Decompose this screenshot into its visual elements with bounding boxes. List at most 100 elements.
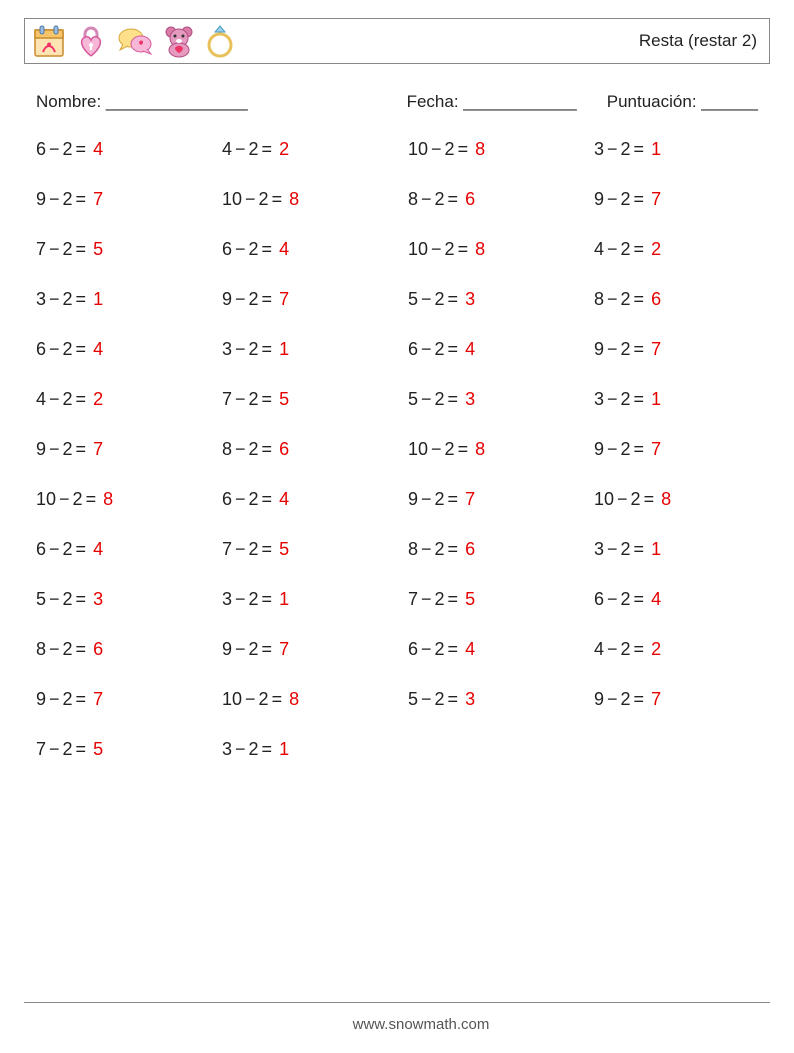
problem-cell: 9 − 2 = 7 (36, 674, 212, 724)
answer: 8 (471, 439, 485, 460)
problem-cell: 3 − 2 = 1 (594, 124, 770, 174)
operand-a: 7 (222, 389, 232, 410)
operator: − (46, 539, 63, 560)
operand-a: 5 (408, 689, 418, 710)
equals: = (631, 139, 648, 160)
answer: 7 (647, 189, 661, 210)
operand-a: 3 (594, 539, 604, 560)
operand-a: 10 (222, 189, 242, 210)
equals: = (73, 139, 90, 160)
equals: = (445, 539, 462, 560)
equals: = (445, 639, 462, 660)
operator: − (232, 439, 249, 460)
operand-a: 3 (222, 739, 232, 760)
problem-cell: 9 − 2 = 7 (594, 674, 770, 724)
equals: = (445, 489, 462, 510)
operator: − (232, 639, 249, 660)
operator: − (46, 189, 63, 210)
problem-cell: 8 − 2 = 6 (408, 174, 584, 224)
operand-a: 10 (36, 489, 56, 510)
problem-cell: 4 − 2 = 2 (594, 224, 770, 274)
operand-b: 2 (621, 239, 631, 260)
operand-b: 2 (621, 539, 631, 560)
operator: − (604, 139, 621, 160)
equals: = (259, 739, 276, 760)
operand-a: 6 (36, 539, 46, 560)
operator: − (418, 389, 435, 410)
problem-cell: 9 − 2 = 7 (222, 274, 398, 324)
operator: − (232, 589, 249, 610)
operator: − (418, 689, 435, 710)
operand-b: 2 (63, 689, 73, 710)
answer: 3 (461, 389, 475, 410)
answer: 6 (461, 539, 475, 560)
problem-cell: 3 − 2 = 1 (222, 724, 398, 774)
operand-a: 6 (408, 339, 418, 360)
answer: 3 (461, 289, 475, 310)
equals: = (631, 239, 648, 260)
equals: = (631, 639, 648, 660)
operator: − (418, 639, 435, 660)
problem-cell: 3 − 2 = 1 (594, 524, 770, 574)
equals: = (73, 339, 90, 360)
operator: − (46, 389, 63, 410)
answer: 4 (461, 339, 475, 360)
score-field: Puntuación: ______ (607, 92, 758, 112)
problem-cell: 7 − 2 = 5 (36, 724, 212, 774)
equals: = (83, 489, 100, 510)
equals: = (259, 389, 276, 410)
problem-cell: 6 − 2 = 4 (594, 574, 770, 624)
problem-cell: 3 − 2 = 1 (222, 324, 398, 374)
header-icons (33, 24, 235, 58)
operator: − (46, 339, 63, 360)
equals: = (259, 339, 276, 360)
equals: = (631, 339, 648, 360)
answer: 2 (275, 139, 289, 160)
heart-lock-icon (75, 24, 107, 58)
operand-b: 2 (249, 639, 259, 660)
operand-a: 6 (36, 139, 46, 160)
operator: − (604, 639, 621, 660)
answer: 7 (647, 689, 661, 710)
problem-cell: 7 − 2 = 5 (222, 524, 398, 574)
operator: − (46, 139, 63, 160)
operator: − (46, 589, 63, 610)
operand-b: 2 (63, 539, 73, 560)
equals: = (269, 189, 286, 210)
answer: 6 (461, 189, 475, 210)
answer: 1 (89, 289, 103, 310)
operator: − (56, 489, 73, 510)
equals: = (259, 289, 276, 310)
answer: 6 (275, 439, 289, 460)
operator: − (428, 139, 445, 160)
operand-a: 3 (36, 289, 46, 310)
answer: 6 (647, 289, 661, 310)
operand-a: 6 (222, 489, 232, 510)
operand-b: 2 (445, 239, 455, 260)
problem-cell: 10 − 2 = 8 (408, 124, 584, 174)
operand-b: 2 (249, 139, 259, 160)
operand-a: 8 (222, 439, 232, 460)
date-field: Fecha: ____________ (407, 92, 577, 112)
operand-b: 2 (63, 289, 73, 310)
operand-a: 7 (36, 739, 46, 760)
equals: = (73, 239, 90, 260)
problem-cell (594, 724, 770, 774)
operator: − (604, 589, 621, 610)
problem-cell: 7 − 2 = 5 (36, 224, 212, 274)
operand-b: 2 (435, 339, 445, 360)
operand-a: 3 (222, 339, 232, 360)
equals: = (641, 489, 658, 510)
operator: − (418, 289, 435, 310)
operand-a: 9 (408, 489, 418, 510)
operand-a: 3 (222, 589, 232, 610)
problem-cell: 8 − 2 = 6 (36, 624, 212, 674)
operand-b: 2 (435, 689, 445, 710)
answer: 7 (461, 489, 475, 510)
operand-a: 6 (222, 239, 232, 260)
calendar-icon (33, 24, 65, 58)
equals: = (631, 439, 648, 460)
equals: = (259, 239, 276, 260)
operand-b: 2 (73, 489, 83, 510)
operand-a: 4 (222, 139, 232, 160)
